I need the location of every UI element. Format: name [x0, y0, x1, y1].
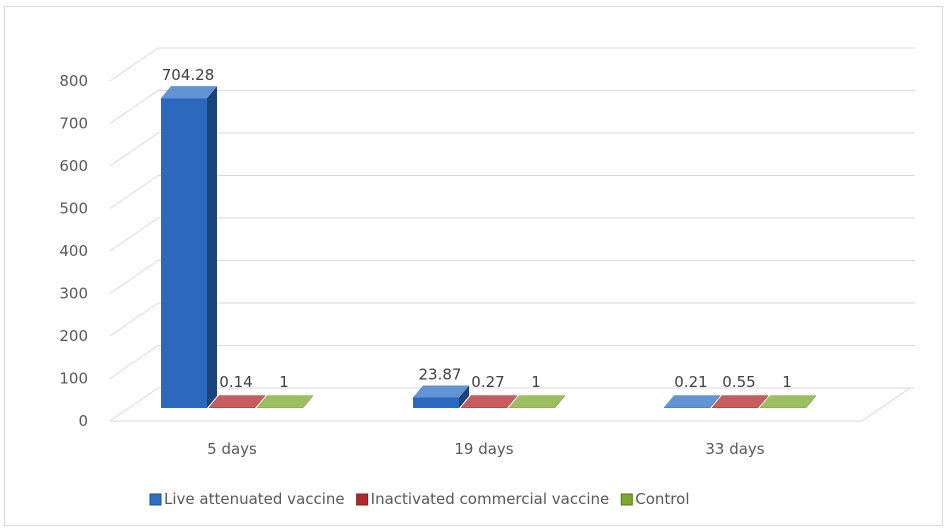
data-label: 0.21 [674, 373, 707, 391]
y-tick-label: 600 [59, 157, 88, 175]
legend-label: Inactivated commercial vaccine [371, 490, 610, 508]
y-tick-label: 800 [59, 72, 88, 90]
bar-top [209, 395, 265, 408]
bar-side [806, 395, 816, 408]
legend-swatch [620, 493, 633, 506]
data-label: 23.87 [419, 365, 462, 383]
data-label: 0.14 [219, 373, 252, 391]
data-label: 704.28 [162, 66, 215, 84]
bar-top [461, 395, 517, 408]
data-label: 1 [782, 373, 792, 391]
y-tick-label: 700 [59, 115, 88, 133]
bar-top [413, 385, 469, 398]
gridline-diagonal [109, 217, 159, 252]
y-tick-label: 300 [59, 285, 88, 303]
bar-side [255, 395, 265, 408]
bar-top [712, 395, 768, 408]
data-label: 1 [279, 373, 289, 391]
legend-swatch [356, 493, 369, 506]
bar-side [459, 385, 469, 408]
floor-right-edge [861, 387, 911, 422]
gridline-diagonal [109, 345, 159, 379]
bar [209, 407, 255, 408]
gridline-diagonal [109, 302, 159, 337]
bar-side [758, 395, 768, 408]
y-tick-label: 0 [78, 412, 88, 430]
y-tick-label: 400 [59, 242, 88, 260]
y-tick-label: 100 [59, 370, 88, 388]
data-label: 0.27 [471, 373, 504, 391]
bar [664, 407, 710, 408]
x-tick-label: 33 days [705, 440, 764, 458]
gridline-diagonal [109, 47, 159, 82]
legend-swatch [149, 493, 162, 506]
gridline-diagonal [109, 260, 159, 294]
legend-label: Live attenuated vaccine [164, 490, 345, 508]
bar-side [710, 395, 720, 408]
bar-top [257, 395, 313, 408]
bar-side [207, 86, 217, 409]
bar-top [664, 395, 720, 408]
gridline-diagonal [109, 387, 159, 422]
x-tick-label: 19 days [454, 440, 513, 458]
legend-label: Control [635, 490, 689, 508]
gridline-diagonal [109, 175, 159, 209]
bar-side [555, 395, 565, 408]
bar [161, 98, 207, 409]
y-tick-label: 500 [59, 200, 88, 218]
x-tick-label: 5 days [207, 440, 257, 458]
bar [461, 407, 507, 408]
data-label: 0.55 [722, 373, 755, 391]
data-label: 1 [531, 373, 541, 391]
bar [413, 397, 459, 408]
chart-frame [4, 6, 943, 526]
bar [509, 407, 555, 408]
y-tick-label: 200 [59, 327, 88, 345]
bar [712, 407, 758, 408]
bar-side [303, 395, 313, 408]
bar-side [507, 395, 517, 408]
bar [257, 407, 303, 408]
bar-top [760, 395, 816, 408]
gridline-diagonal [109, 132, 159, 167]
bar-top [161, 86, 217, 99]
bar [760, 407, 806, 408]
bar-top [509, 395, 565, 408]
gridline-diagonal [109, 90, 159, 124]
